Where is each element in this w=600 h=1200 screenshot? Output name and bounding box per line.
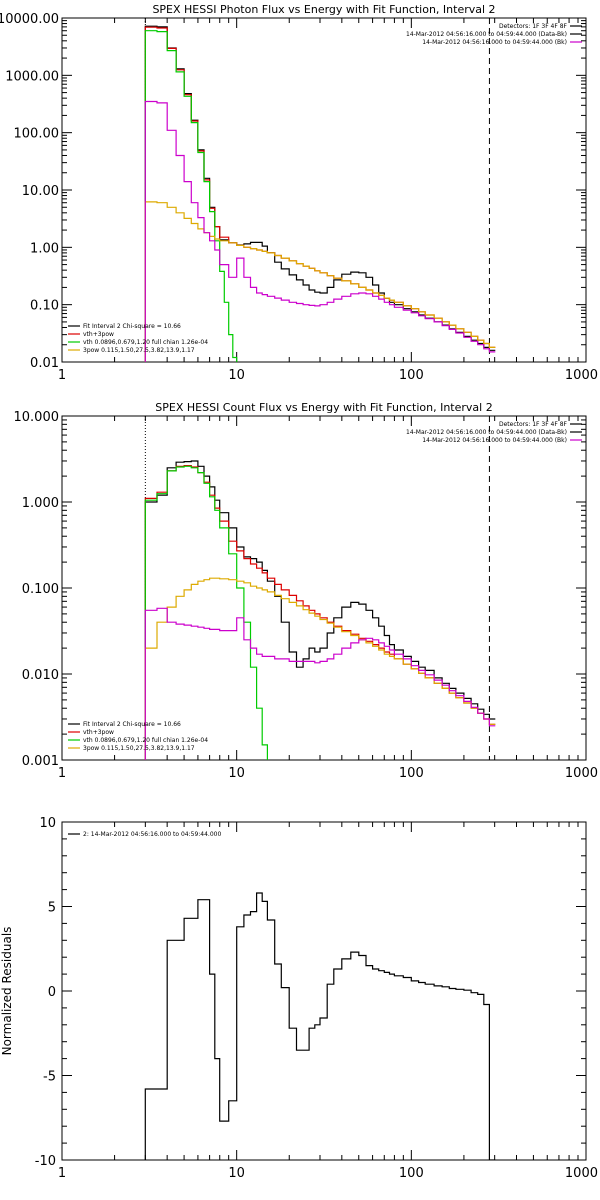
chart-title: SPEX HESSI Photon Flux vs Energy with Fi… [152, 3, 495, 16]
x-tick-label: 100 [399, 766, 424, 781]
legend-text: 14-Mar-2012 04:56:16.000 to 04:59:44.000… [406, 429, 567, 436]
legend-text: Detectors: 1F 3F 4F 8F [499, 421, 568, 428]
legend-text: 3pow 0.115,1.50,27.5,3.82,13.9,1.17 [83, 745, 195, 752]
y-tick-label: 10000.00 [0, 12, 59, 27]
y-tick-label: 0.10 [30, 299, 59, 314]
y-tick-label: -5 [43, 1070, 56, 1085]
y-axis-label: Normalized Residuals [0, 927, 14, 1056]
legend-text: 14-Mar-2012 04:56:16.000 to 04:59:44.000… [422, 437, 567, 444]
residuals-panel: Normalized Residuals 1 10 100 1000 -10 -5 0 5 10 2… [0, 816, 598, 1181]
photon-flux-panel: SPEX HESSI Photon Flux vs Energy with Fi… [0, 3, 598, 383]
series-line [144, 465, 496, 760]
x-tick-label: 1000 [565, 368, 598, 383]
legend-text: Fit Interval 2 Chi-square = 10.66 [83, 323, 181, 330]
y-tick-label: 0.010 [22, 668, 59, 683]
legend-text: vth 0.0896,0.679,1.20 full chian 1.26e-0… [83, 339, 208, 346]
x-tick-label: 1 [58, 368, 66, 383]
legend-text: Detectors: 1F 3F 4F 8F [499, 23, 568, 30]
y-tick-label: 0.001 [22, 754, 59, 769]
series-line [144, 201, 496, 362]
count-flux-panel: SPEX HESSI Count Flux vs Energy with Fit… [14, 401, 599, 781]
x-tick-label: 1 [58, 1166, 66, 1181]
y-tick-label: 1.00 [30, 241, 59, 256]
plot-frame [61, 17, 587, 363]
chart-title: SPEX HESSI Count Flux vs Energy with Fit… [155, 401, 492, 414]
x-tick-label: 100 [399, 368, 424, 383]
legend-text: 14-Mar-2012 04:56:16.000 to 04:59:44.000… [422, 39, 567, 46]
y-tick-label: 0 [48, 985, 56, 1000]
legend-text: vth+3pow [83, 729, 114, 736]
legend-text: vth 0.0896,0.679,1.20 full chian 1.26e-0… [83, 737, 208, 744]
y-tick-label: 100.00 [14, 127, 60, 142]
y-tick-label: 0.100 [22, 582, 59, 597]
x-tick-label: 1000 [565, 1166, 598, 1181]
legend-text: 2: 14-Mar-2012 04:56:16.000 to 04:59:44.… [83, 831, 221, 838]
plot-frame [61, 821, 587, 1161]
x-tick-label: 1000 [565, 766, 598, 781]
y-tick-label: 0.01 [30, 356, 59, 371]
series-line [144, 465, 268, 760]
series-line [144, 892, 496, 1160]
x-tick-label: 100 [399, 1166, 424, 1181]
y-tick-label: 10 [39, 816, 56, 831]
series-line [144, 460, 496, 760]
x-tick-label: 1 [58, 766, 66, 781]
series-line [144, 100, 496, 362]
legend-text: vth+3pow [83, 331, 114, 338]
x-tick-label: 10 [228, 766, 245, 781]
plot-frame [61, 415, 587, 761]
x-tick-label: 10 [228, 1166, 245, 1181]
legend-text: 14-Mar-2012 04:56:16.000 to 04:59:44.000… [406, 31, 567, 38]
series-line [144, 30, 238, 362]
y-tick-label: 10.00 [22, 184, 59, 199]
series-line [144, 577, 496, 760]
y-tick-label: 1000.00 [5, 69, 59, 84]
series-line [144, 607, 496, 760]
y-tick-label: 5 [48, 901, 56, 916]
y-tick-label: 1.000 [22, 496, 59, 511]
y-tick-label: -10 [35, 1154, 56, 1169]
x-tick-label: 10 [228, 368, 245, 383]
legend-text: 3pow 0.115,1.50,27.5,3.82,13.9,1.17 [83, 347, 195, 354]
legend-text: Fit Interval 2 Chi-square = 10.66 [83, 721, 181, 728]
y-tick-label: 10.000 [14, 410, 60, 425]
